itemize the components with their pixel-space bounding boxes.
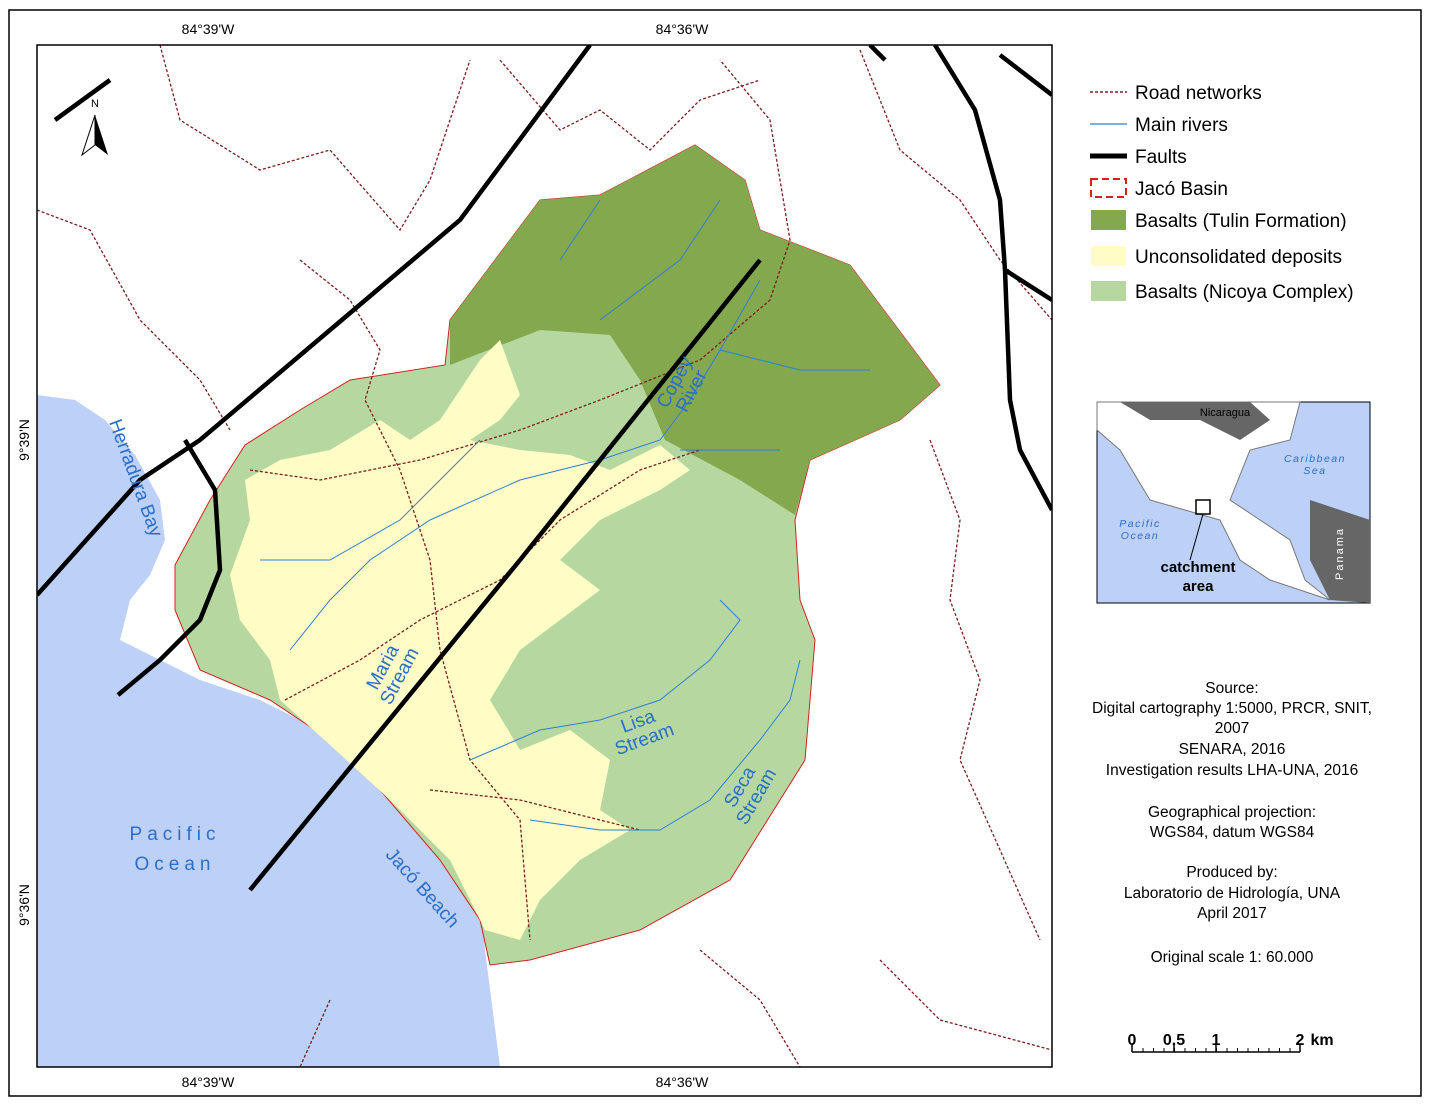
coord-label: 84°36'W [656, 21, 709, 37]
legend-label: Jacó Basin [1135, 179, 1228, 200]
scale-label: km [1310, 1032, 1333, 1049]
legend-label: Faults [1135, 147, 1187, 168]
inset-label: Ocean [1121, 530, 1159, 542]
map-label-line: Pacific [130, 824, 221, 845]
basin-tulin [450, 145, 940, 515]
inset-label: Caribbean [1284, 453, 1346, 465]
legend-label: Main rivers [1135, 115, 1228, 136]
source-line: Laboratorio de Hidrología, UNA [1124, 885, 1341, 902]
inset-label: catchment [1160, 559, 1235, 576]
inset-label: Sea [1303, 465, 1326, 477]
legend-swatch [1091, 281, 1126, 301]
source-line: Geographical projection: [1148, 804, 1316, 821]
roads [37, 45, 1052, 1067]
legend: Road networks Main rivers Faults Jacó Basin… [1090, 83, 1354, 303]
source-line: Investigation results LHA-UNA, 2016 [1106, 762, 1358, 779]
ocean [37, 395, 500, 1067]
source-line: Original scale 1: 60.000 [1151, 949, 1314, 966]
faults [37, 45, 1052, 892]
coord-label: 84°36'W [656, 1074, 709, 1090]
map-label-line: Ocean [135, 854, 216, 875]
source-line: WGS84, datum WGS84 [1150, 824, 1315, 841]
source-line: Digital cartography 1:5000, PRCR, SNIT, [1092, 700, 1372, 717]
legend-label: Basalts (Tulin Formation) [1135, 211, 1347, 232]
coord-label: 84°39'W [182, 21, 235, 37]
inset-label: Panama [1334, 527, 1346, 580]
scale-bar: 0 0.5 1 2 km [1128, 1032, 1334, 1053]
inset-label: Nicaragua [1200, 407, 1251, 419]
scale-label: 1 [1212, 1032, 1221, 1049]
scale-label: 0.5 [1163, 1032, 1185, 1049]
map-label: Pacific Ocean [130, 824, 221, 875]
map-frame [36, 44, 1053, 1068]
source-line: Produced by: [1186, 864, 1277, 881]
map: N 84°39'W 84°36'W 84°39'W 84°36'W 9°39'N… [16, 21, 1372, 1090]
legend-swatch [1091, 246, 1126, 266]
source-line: SENARA, 2016 [1179, 741, 1286, 758]
source-line: 2007 [1215, 720, 1249, 737]
coord-label: 9°36'N [16, 884, 32, 926]
rivers [260, 199, 870, 831]
scale-label: 2 [1296, 1032, 1305, 1049]
legend-label: Unconsolidated deposits [1135, 247, 1342, 268]
north-arrow: N [81, 98, 108, 157]
legend-label: Basalts (Nicoya Complex) [1135, 282, 1354, 303]
scale-label: 0 [1128, 1032, 1137, 1049]
inset-map [1096, 401, 1371, 604]
inset-label: area [1183, 578, 1215, 595]
legend-swatch [1090, 178, 1127, 198]
source-line: April 2017 [1197, 905, 1267, 922]
north-label: N [91, 98, 99, 110]
source-line: Source: [1205, 680, 1258, 697]
legend-swatch [1091, 210, 1126, 230]
coord-label: 9°39'N [16, 419, 32, 461]
inset-label: Pacific [1119, 518, 1160, 530]
legend-label: Road networks [1135, 83, 1262, 104]
coord-label: 84°39'W [182, 1074, 235, 1090]
